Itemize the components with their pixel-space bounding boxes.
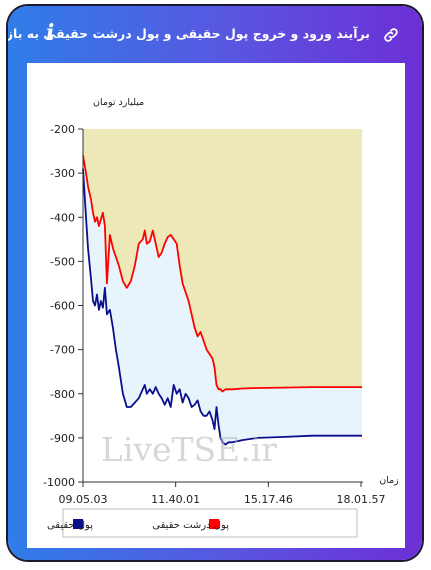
axis-ticks: -200 -300 -400 -500 -600 -700 -800 -900 -1000 09.… bbox=[43, 123, 385, 506]
chart-card: برآیند ورود و خروج پول حقیقی و پول درشت … bbox=[8, 6, 422, 560]
link-icon[interactable] bbox=[382, 26, 400, 44]
legend-label-dorosht: پول درشت حقیقی bbox=[152, 520, 229, 531]
watermark: LiveTSE.ir bbox=[101, 430, 277, 469]
chart-title: برآیند ورود و خروج پول حقیقی و پول درشت … bbox=[8, 26, 370, 41]
band-area bbox=[83, 155, 362, 445]
y-tick-label: -400 bbox=[50, 211, 75, 224]
x-tick-label: 18.01.57 bbox=[337, 493, 386, 506]
y-tick-label: -200 bbox=[50, 123, 75, 136]
y-tick-label: -500 bbox=[50, 255, 75, 268]
y-tick-label: -900 bbox=[50, 432, 75, 445]
x-axis-label: زمان bbox=[379, 475, 399, 486]
y-tick-label: -600 bbox=[50, 300, 75, 313]
legend-label-haghighi: پول حقیقی bbox=[47, 520, 93, 531]
legend-swatch-dorosht bbox=[209, 519, 219, 529]
series-line-dorosht bbox=[82, 155, 362, 393]
y-tick-label: -800 bbox=[50, 388, 75, 401]
x-tick-label: 11.40.01 bbox=[151, 493, 200, 506]
y-tick-label: -700 bbox=[50, 344, 75, 357]
card-header: برآیند ورود و خروج پول حقیقی و پول درشت … bbox=[8, 6, 422, 62]
chart-panel: میلیارد تومان زمان LiveTSE.ir -200 -300 -4… bbox=[27, 63, 405, 548]
line-chart: میلیارد تومان زمان LiveTSE.ir -200 -300 -4… bbox=[43, 97, 399, 538]
info-icon[interactable]: i bbox=[46, 20, 55, 46]
series-line-haghighi bbox=[82, 168, 362, 446]
plot-area bbox=[82, 129, 363, 483]
legend: پول حقیقی پول درشت حقیقی bbox=[47, 508, 358, 538]
y-axis-label: میلیارد تومان bbox=[93, 97, 144, 108]
x-tick-label: 09.05.03 bbox=[59, 493, 108, 506]
y-tick-label: -1000 bbox=[43, 476, 75, 489]
legend-swatch-haghighi bbox=[73, 519, 83, 529]
upper-area bbox=[83, 129, 362, 392]
y-tick-label: -300 bbox=[50, 167, 75, 180]
x-tick-label: 15.17.46 bbox=[244, 493, 293, 506]
